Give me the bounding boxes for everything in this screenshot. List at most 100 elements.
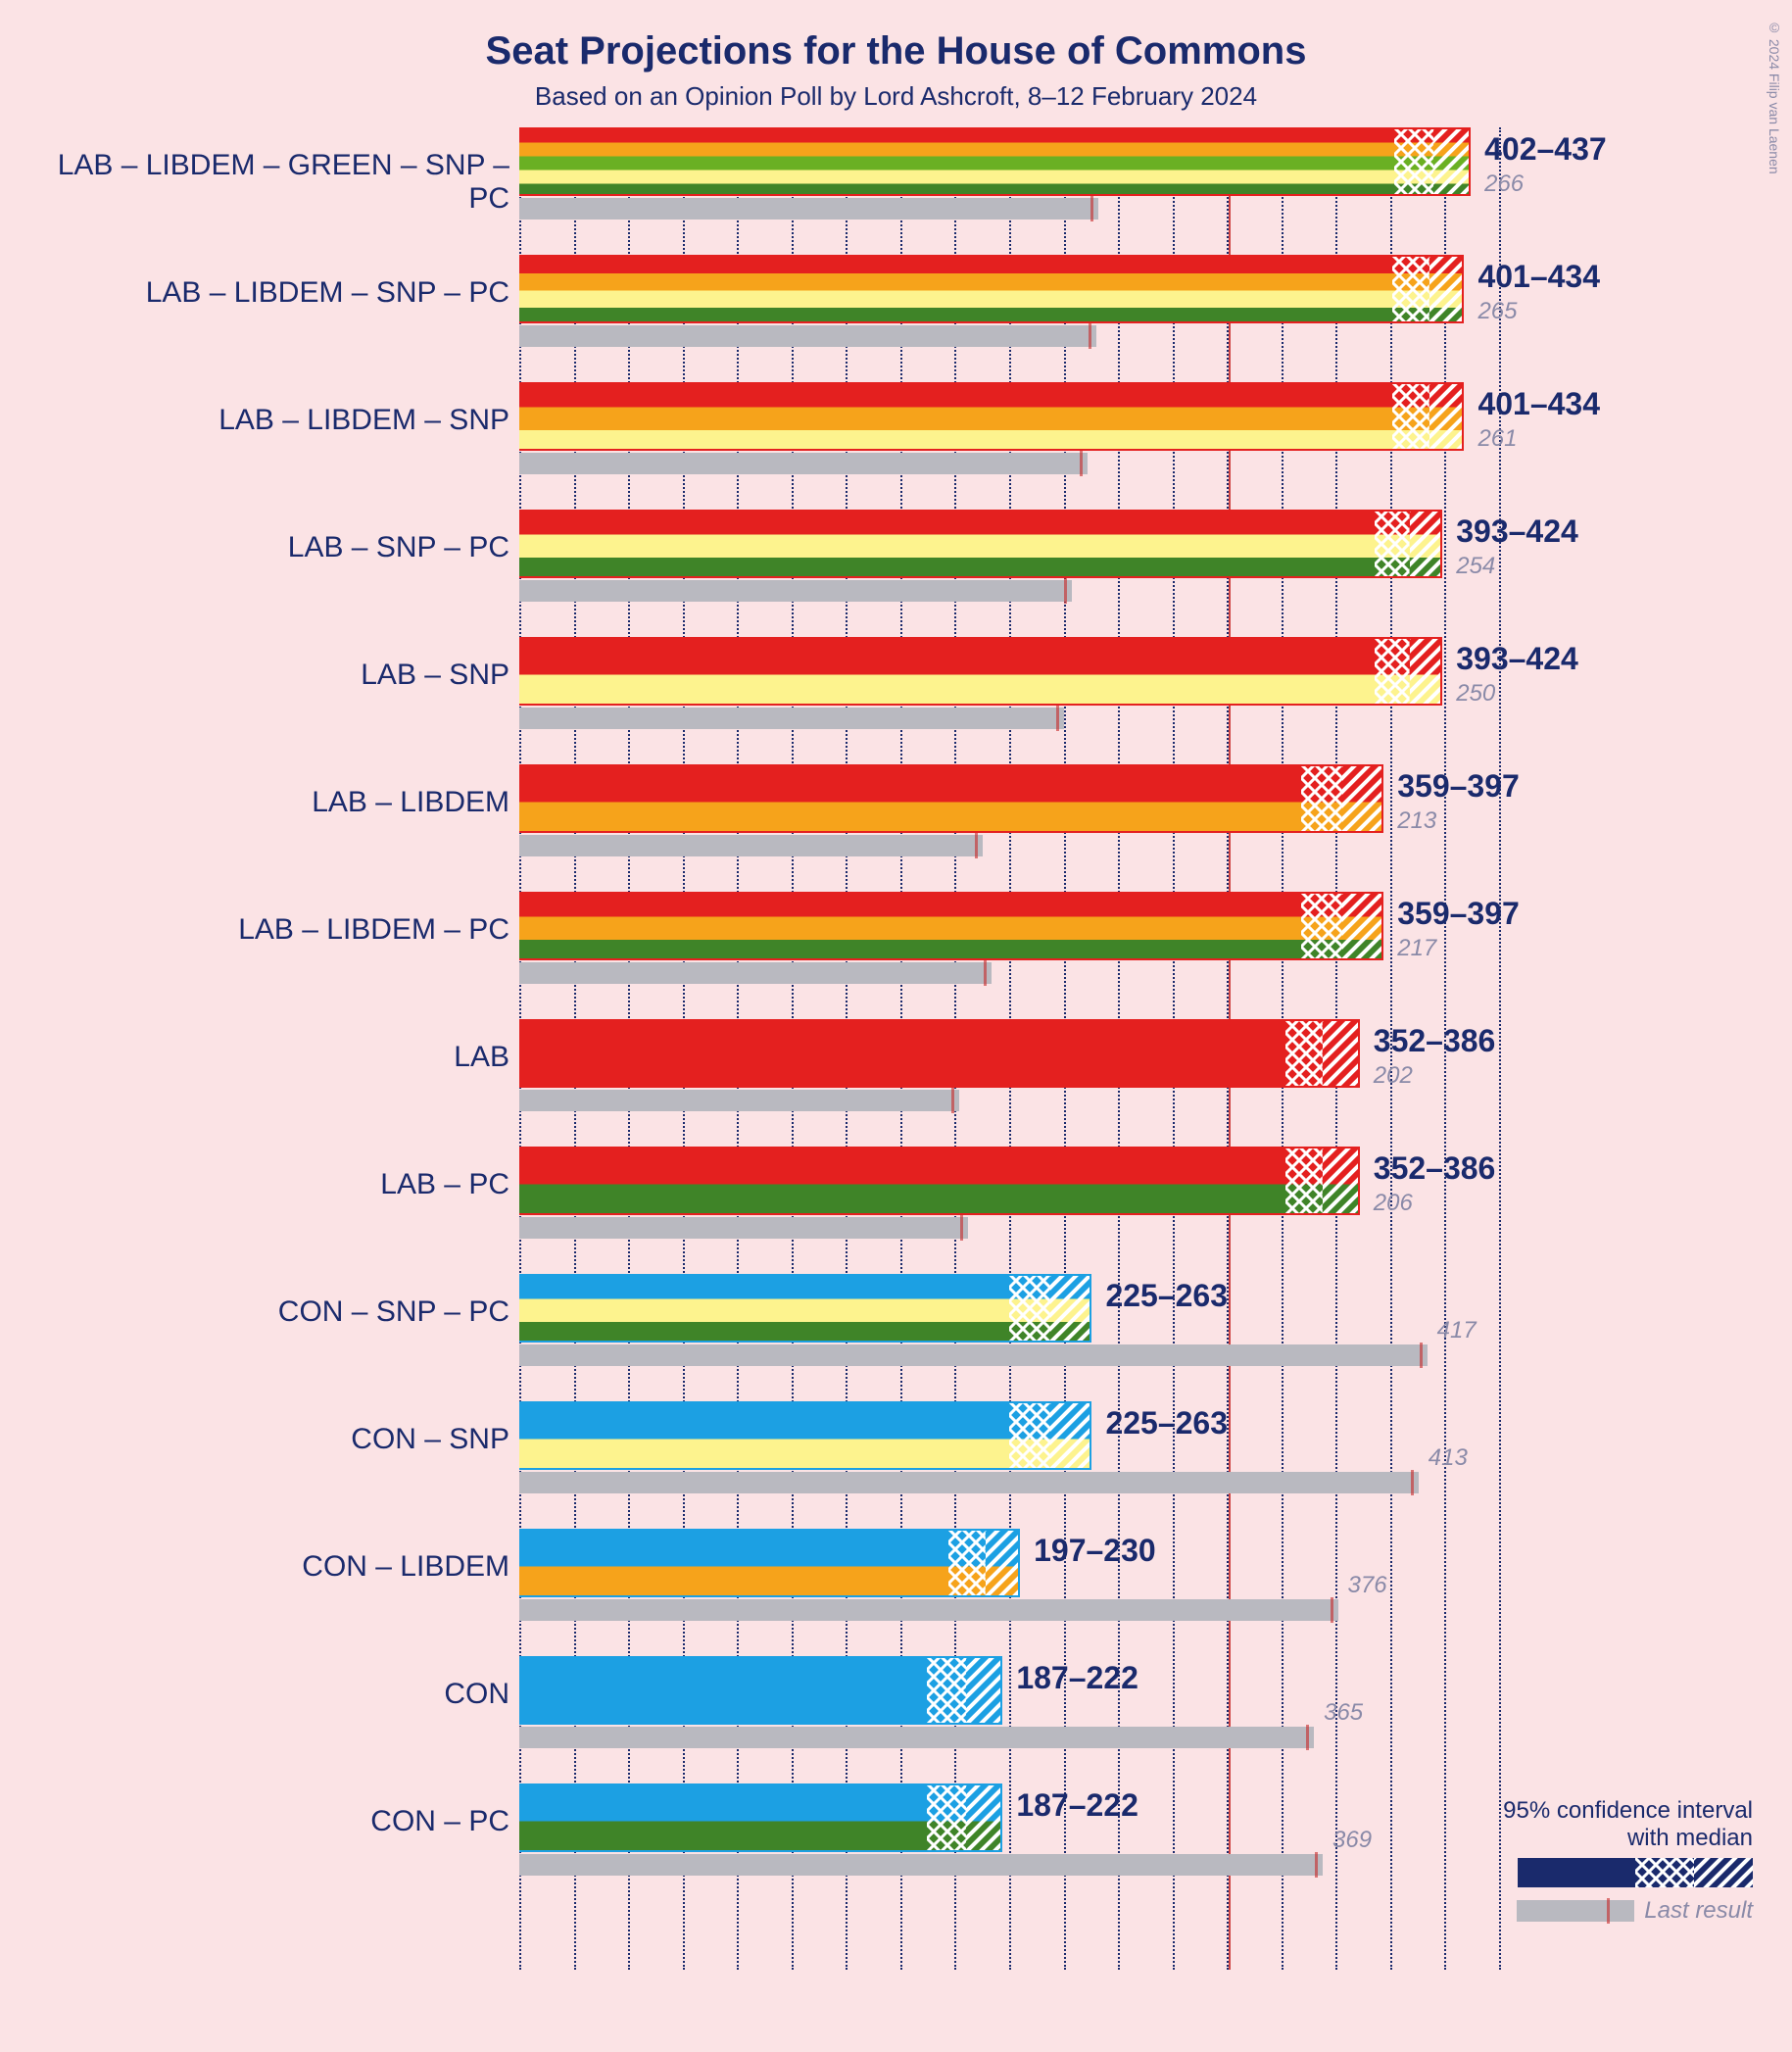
projection-bar — [519, 510, 1375, 578]
range-label: 225–263 — [1105, 1278, 1228, 1314]
ci-bar-upper — [1050, 1274, 1091, 1343]
last-result-tick — [951, 1088, 954, 1113]
last-result-bar — [519, 1727, 1314, 1748]
coalition-label: LAB – SNP — [20, 659, 509, 692]
last-result-tick — [1420, 1343, 1423, 1368]
last-result-label: 266 — [1484, 171, 1524, 198]
range-label: 187–222 — [1016, 1787, 1138, 1824]
range-label: 393–424 — [1456, 513, 1578, 550]
last-result-tick — [1306, 1725, 1309, 1750]
legend-last-label: Last result — [1644, 1897, 1753, 1925]
coalition-label: LAB – PC — [20, 1168, 509, 1201]
last-result-bar — [519, 835, 983, 856]
range-label: 187–222 — [1016, 1660, 1138, 1696]
coalition-label: LAB — [20, 1041, 509, 1074]
ci-bar-lower — [1009, 1401, 1050, 1470]
coalition-row: LAB352–386202 — [519, 1019, 1597, 1147]
last-result-label: 417 — [1437, 1317, 1477, 1344]
coalition-label: CON – PC — [20, 1805, 509, 1838]
coalition-row: CON – LIBDEM197–230376 — [519, 1529, 1597, 1656]
ci-bar-upper — [1323, 1147, 1360, 1215]
ci-bar-lower — [1301, 764, 1342, 833]
last-result-label: 369 — [1332, 1827, 1372, 1854]
chart-title: Seat Projections for the House of Common… — [0, 0, 1792, 73]
ci-bar-upper — [1429, 382, 1465, 451]
coalition-row: LAB – LIBDEM – SNP – PC401–434265 — [519, 255, 1597, 382]
projection-bar — [519, 1783, 927, 1852]
range-label: 393–424 — [1456, 641, 1578, 677]
coalition-label: CON — [20, 1678, 509, 1711]
range-label: 401–434 — [1477, 386, 1600, 422]
chart-subtitle: Based on an Opinion Poll by Lord Ashcrof… — [0, 81, 1792, 112]
ci-bar-lower — [927, 1656, 966, 1725]
legend-last: Last result — [1503, 1897, 1753, 1925]
legend-ci-swatch — [1503, 1858, 1753, 1887]
ci-bar-upper — [1410, 637, 1442, 706]
coalition-label: LAB – SNP – PC — [20, 531, 509, 564]
projection-bar — [519, 1019, 1285, 1088]
ci-bar-upper — [1342, 764, 1383, 833]
coalition-row: LAB – SNP – PC393–424254 — [519, 510, 1597, 637]
last-result-bar — [519, 1599, 1338, 1621]
ci-bar-lower — [927, 1783, 966, 1852]
projection-bar — [519, 1529, 948, 1597]
last-result-bar — [519, 1344, 1428, 1366]
ci-bar-upper — [1433, 127, 1471, 196]
ci-bar-upper — [986, 1529, 1021, 1597]
coalition-label: CON – SNP – PC — [20, 1295, 509, 1329]
ci-bar-lower — [1009, 1274, 1050, 1343]
last-result-tick — [975, 833, 978, 858]
projection-bar — [519, 1401, 1009, 1470]
ci-bar-upper — [1429, 255, 1465, 323]
ci-bar-lower — [1392, 255, 1429, 323]
last-result-label: 365 — [1324, 1699, 1363, 1727]
projection-bar — [519, 892, 1301, 960]
ci-bar-lower — [1285, 1147, 1323, 1215]
last-result-bar — [519, 1472, 1419, 1493]
last-result-tick — [1089, 323, 1091, 349]
range-label: 359–397 — [1397, 896, 1520, 932]
ci-bar-lower — [1375, 637, 1410, 706]
coalition-label: LAB – LIBDEM — [20, 786, 509, 819]
chart-legend: 95% confidence interval with median Last… — [1503, 1797, 1753, 1925]
coalition-row: LAB – LIBDEM – SNP401–434261 — [519, 382, 1597, 510]
legend-ci-line1: 95% confidence interval — [1503, 1797, 1753, 1825]
ci-bar-upper — [1050, 1401, 1091, 1470]
last-result-bar — [519, 580, 1072, 602]
ci-bar-lower — [1375, 510, 1410, 578]
last-result-label: 413 — [1429, 1444, 1468, 1472]
coalition-row: CON – PC187–222369 — [519, 1783, 1597, 1911]
last-result-label: 213 — [1397, 807, 1436, 835]
last-result-bar — [519, 708, 1064, 729]
last-result-bar — [519, 1217, 968, 1239]
projection-bar — [519, 1147, 1285, 1215]
coalition-label: LAB – LIBDEM – GREEN – SNP – PC — [20, 149, 509, 216]
last-result-tick — [1090, 196, 1093, 221]
last-result-tick — [984, 960, 987, 986]
last-result-label: 376 — [1348, 1572, 1387, 1599]
last-result-label: 261 — [1477, 425, 1517, 453]
range-label: 352–386 — [1374, 1023, 1496, 1059]
last-result-bar — [519, 453, 1088, 474]
ci-bar-lower — [1301, 892, 1342, 960]
coalition-row: LAB – SNP393–424250 — [519, 637, 1597, 764]
last-result-label: 250 — [1456, 680, 1495, 708]
ci-bar-lower — [1392, 382, 1429, 451]
last-result-tick — [1411, 1470, 1414, 1495]
last-result-tick — [960, 1215, 963, 1241]
last-result-bar — [519, 1854, 1323, 1876]
legend-ci-line2: with median — [1503, 1825, 1753, 1852]
ci-bar-lower — [1394, 127, 1433, 196]
copyright-notice: © 2024 Filip van Laenen — [1767, 20, 1782, 174]
last-result-bar — [519, 962, 992, 984]
ci-bar-lower — [1285, 1019, 1323, 1088]
projection-bar — [519, 1274, 1009, 1343]
last-result-label: 202 — [1374, 1062, 1413, 1090]
projection-bar — [519, 127, 1394, 196]
last-result-bar — [519, 325, 1096, 347]
range-label: 352–386 — [1374, 1150, 1496, 1187]
ci-bar-upper — [1323, 1019, 1360, 1088]
last-result-bar — [519, 1090, 959, 1111]
last-result-tick — [1064, 578, 1067, 604]
range-label: 197–230 — [1034, 1533, 1156, 1569]
